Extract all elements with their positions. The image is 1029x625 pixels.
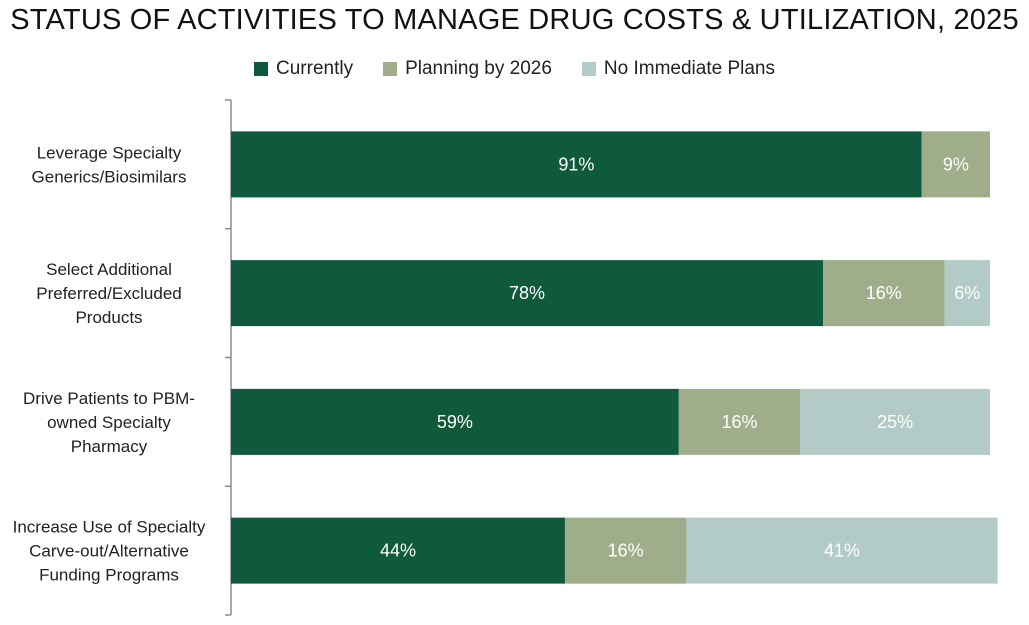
bar-segment	[231, 260, 824, 327]
category-label: Drive Patients to PBM-owned Specialty Pha…	[23, 389, 195, 456]
bar-segment	[231, 517, 565, 584]
chart-title: STATUS OF ACTIVITIES TO MANAGE DRUG COST…	[10, 4, 1019, 36]
legend-label-no-plans: No Immediate Plans	[603, 58, 775, 79]
bar-segment	[921, 131, 990, 198]
bar-value-label: 16%	[722, 412, 758, 432]
bar-segment	[678, 388, 801, 455]
bar-value-label: 6%	[954, 283, 980, 303]
legend-item-no-plans: No Immediate Plans	[581, 58, 775, 80]
bar-segment	[231, 388, 679, 455]
bar-value-label: 59%	[437, 412, 473, 432]
legend-label-planning: Planning by 2026	[405, 58, 552, 79]
legend-swatch-planning	[383, 62, 398, 76]
bar-value-label: 9%	[943, 154, 969, 174]
legend-label-currently: Currently	[276, 58, 354, 79]
bar-value-label: 16%	[866, 283, 902, 303]
legend: Currently Planning by 2026 No Immediate …	[0, 58, 1029, 80]
bar-segment	[944, 260, 990, 327]
bar-segment	[823, 260, 945, 327]
category-label: Select Additional Preferred/Excluded Produ…	[36, 260, 182, 327]
bar-segment	[800, 388, 990, 455]
legend-swatch-no-plans	[581, 62, 596, 76]
bar-value-label: 91%	[558, 154, 594, 174]
bar-value-label: 16%	[608, 541, 644, 561]
legend-swatch-currently	[254, 62, 268, 76]
category-label: Leverage Specialty Generics/Biosimilars	[32, 143, 187, 186]
bar-segment	[686, 517, 998, 584]
bar-value-label: 44%	[380, 541, 416, 561]
legend-item-currently: Currently	[254, 58, 353, 80]
bar-value-label: 78%	[509, 283, 545, 303]
bar-segment	[564, 517, 687, 584]
category-label: Increase Use of Specialty Carve-out/Alter…	[13, 518, 206, 585]
bar-segment	[231, 131, 922, 198]
legend-item-planning: Planning by 2026	[383, 58, 552, 80]
bar-value-label: 25%	[877, 412, 913, 432]
bar-value-label: 41%	[824, 541, 860, 561]
